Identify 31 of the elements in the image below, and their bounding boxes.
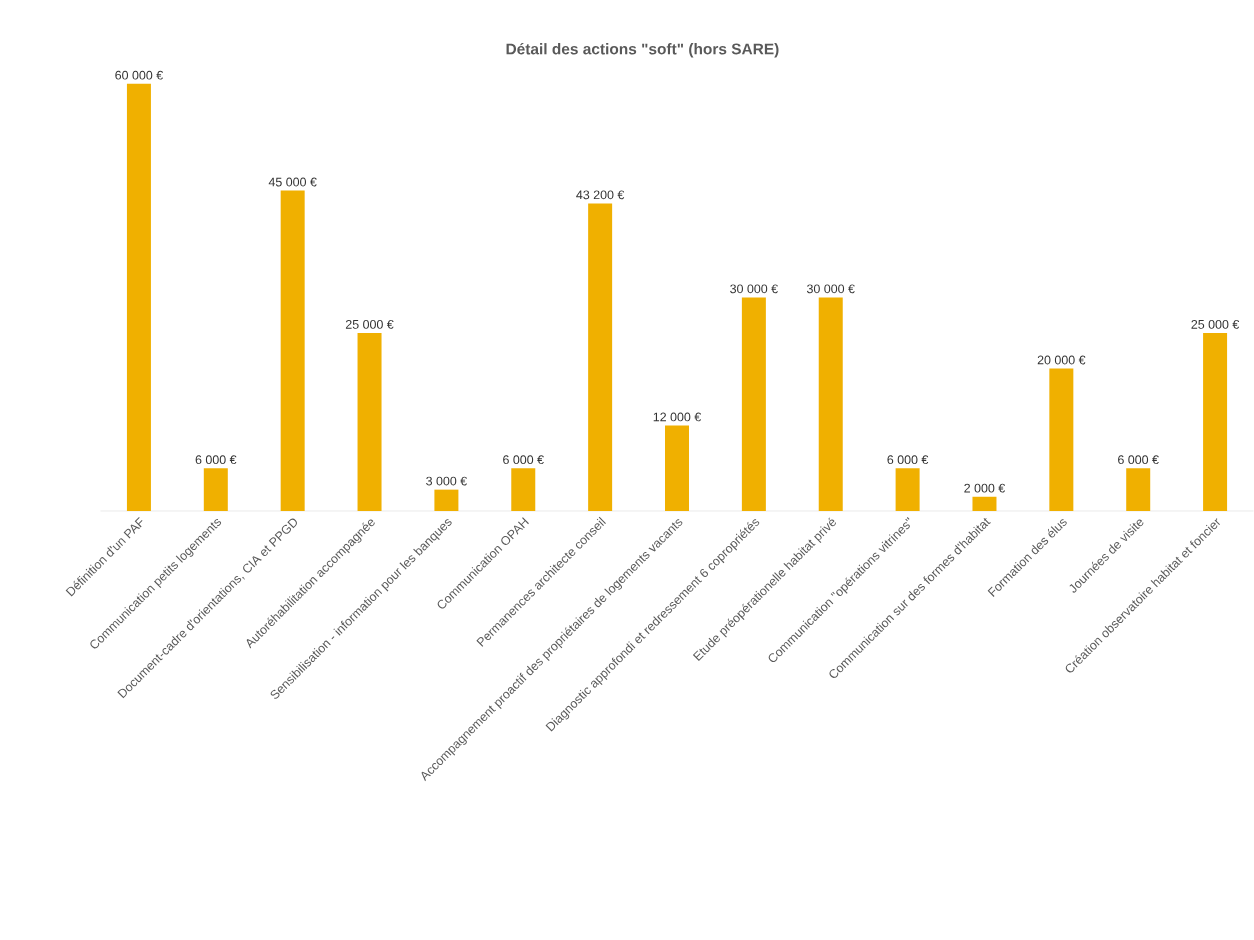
data-label: 6 000 € — [503, 455, 544, 465]
data-label: 3 000 € — [426, 476, 467, 486]
bar — [665, 425, 689, 511]
chart-title: Détail des actions "soft" (hors SARE) — [506, 42, 779, 58]
bar — [972, 496, 997, 511]
data-label: 45 000 € — [268, 177, 317, 187]
bar — [895, 468, 920, 511]
bar — [818, 297, 843, 511]
data-label: 25 000 € — [1191, 319, 1240, 329]
bar — [588, 203, 613, 511]
bar — [280, 190, 305, 511]
data-label: 2 000 € — [964, 483, 1006, 493]
bar — [203, 468, 228, 511]
bar — [511, 468, 536, 511]
data-label: 6 000 € — [1118, 455, 1159, 465]
data-label: 12 000 € — [653, 412, 702, 422]
bar — [434, 489, 459, 511]
data-label: 20 000 € — [1037, 355, 1086, 365]
data-label: 30 000 € — [806, 284, 855, 294]
data-label: 60 000 € — [115, 70, 163, 80]
bar — [357, 333, 382, 511]
data-label: 43 200 € — [576, 190, 625, 200]
data-label: 30 000 € — [730, 284, 778, 294]
bar — [1049, 368, 1074, 511]
data-label: 6 000 € — [887, 455, 929, 465]
data-label: 25 000 € — [345, 319, 394, 329]
bar — [1126, 468, 1151, 511]
data-label: 6 000 € — [195, 455, 237, 465]
bar — [741, 297, 766, 511]
bar — [126, 83, 151, 511]
bar — [1203, 333, 1228, 511]
